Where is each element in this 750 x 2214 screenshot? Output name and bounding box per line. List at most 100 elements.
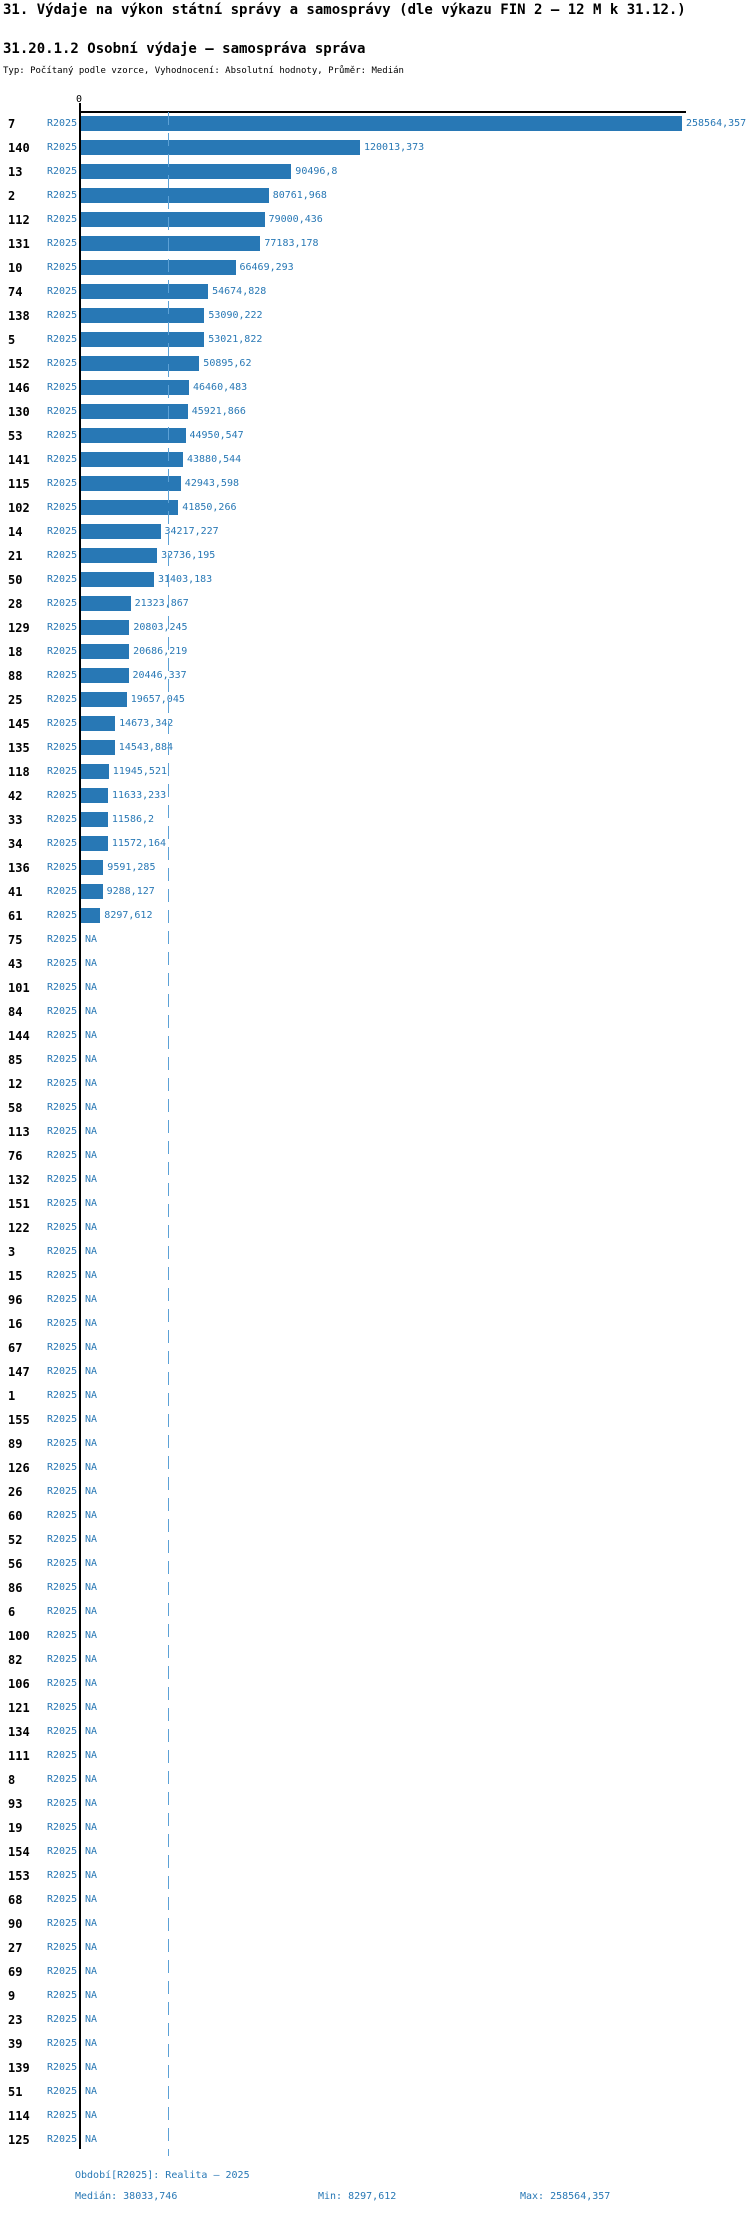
x-axis-line bbox=[79, 111, 686, 113]
row-entity-label: 132 bbox=[8, 1173, 30, 1187]
chart-row: 153 R2025 NA bbox=[0, 1864, 750, 1888]
chart-row: 60 R2025 NA bbox=[0, 1504, 750, 1528]
row-period-label: R2025 bbox=[47, 118, 78, 129]
row-period-label: R2025 bbox=[47, 1246, 78, 1257]
row-entity-label: 125 bbox=[8, 2133, 30, 2147]
row-bar bbox=[81, 452, 183, 467]
row-period-label: R2025 bbox=[47, 574, 78, 585]
chart-row: 118 R2025 11945,521 bbox=[0, 760, 750, 784]
row-entity-label: 114 bbox=[8, 2109, 30, 2123]
row-period-label: R2025 bbox=[47, 1342, 78, 1353]
row-bar bbox=[81, 356, 200, 371]
row-entity-label: 84 bbox=[8, 1005, 23, 1019]
row-entity-label: 74 bbox=[8, 285, 23, 299]
row-period-label: R2025 bbox=[47, 1966, 78, 1977]
row-entity-label: 88 bbox=[8, 669, 23, 683]
row-period-label: R2025 bbox=[47, 526, 78, 537]
row-na-label: NA bbox=[85, 1414, 98, 1425]
chart-row: 3 R2025 NA bbox=[0, 1240, 750, 1264]
row-bar bbox=[81, 236, 261, 251]
chart-row: 19 R2025 NA bbox=[0, 1816, 750, 1840]
row-entity-label: 100 bbox=[8, 1629, 30, 1643]
row-period-label: R2025 bbox=[47, 910, 78, 921]
footer-median-stat: Medián: 38033,746 bbox=[75, 2191, 178, 2202]
row-na-label: NA bbox=[85, 1126, 98, 1137]
row-period-label: R2025 bbox=[47, 262, 78, 273]
row-period-label: R2025 bbox=[47, 886, 78, 897]
row-entity-label: 10 bbox=[8, 261, 23, 275]
chart-row: 154 R2025 NA bbox=[0, 1840, 750, 1864]
chart-row: 138 R2025 53090,222 bbox=[0, 304, 750, 328]
row-entity-label: 26 bbox=[8, 1485, 23, 1499]
row-entity-label: 138 bbox=[8, 309, 30, 323]
row-entity-label: 129 bbox=[8, 621, 30, 635]
chart-row: 68 R2025 NA bbox=[0, 1888, 750, 1912]
row-value-label: 11945,521 bbox=[112, 766, 167, 777]
chart-row: 43 R2025 NA bbox=[0, 952, 750, 976]
chart-row: 132 R2025 NA bbox=[0, 1168, 750, 1192]
row-period-label: R2025 bbox=[47, 2110, 78, 2121]
row-bar bbox=[81, 740, 115, 755]
chart-row: 146 R2025 46460,483 bbox=[0, 376, 750, 400]
chart-row: 42 R2025 11633,233 bbox=[0, 784, 750, 808]
row-period-label: R2025 bbox=[47, 1150, 78, 1161]
chart-row: 129 R2025 20803,245 bbox=[0, 616, 750, 640]
row-period-label: R2025 bbox=[47, 2134, 78, 2145]
row-entity-label: 93 bbox=[8, 1797, 23, 1811]
row-period-label: R2025 bbox=[47, 598, 78, 609]
row-period-label: R2025 bbox=[47, 454, 78, 465]
row-entity-label: 61 bbox=[8, 909, 23, 923]
chart-row: 76 R2025 NA bbox=[0, 1144, 750, 1168]
row-period-label: R2025 bbox=[47, 2086, 78, 2097]
row-value-label: 53021,822 bbox=[208, 334, 263, 345]
row-na-label: NA bbox=[85, 1222, 98, 1233]
row-bar bbox=[81, 836, 108, 851]
row-entity-label: 13 bbox=[8, 165, 23, 179]
row-period-label: R2025 bbox=[47, 862, 78, 873]
row-na-label: NA bbox=[85, 1534, 98, 1545]
chart-row: 18 R2025 20686,219 bbox=[0, 640, 750, 664]
row-bar bbox=[81, 668, 129, 683]
row-bar bbox=[81, 548, 158, 563]
row-period-label: R2025 bbox=[47, 1750, 78, 1761]
chart-row: 50 R2025 31403,183 bbox=[0, 568, 750, 592]
row-na-label: NA bbox=[85, 958, 98, 969]
footer-max-stat: Max: 258564,357 bbox=[520, 2191, 611, 2202]
row-entity-label: 21 bbox=[8, 549, 23, 563]
chart-row: 131 R2025 77183,178 bbox=[0, 232, 750, 256]
row-entity-label: 14 bbox=[8, 525, 23, 539]
row-value-label: 9591,285 bbox=[107, 862, 156, 873]
row-entity-label: 19 bbox=[8, 1821, 23, 1835]
row-na-label: NA bbox=[85, 1942, 98, 1953]
row-entity-label: 5 bbox=[8, 333, 16, 347]
row-period-label: R2025 bbox=[47, 238, 78, 249]
row-na-label: NA bbox=[85, 1654, 98, 1665]
row-entity-label: 41 bbox=[8, 885, 23, 899]
row-entity-label: 75 bbox=[8, 933, 23, 947]
chart-row: 112 R2025 79000,436 bbox=[0, 208, 750, 232]
row-entity-label: 25 bbox=[8, 693, 23, 707]
row-entity-label: 86 bbox=[8, 1581, 23, 1595]
row-entity-label: 122 bbox=[8, 1221, 30, 1235]
chart-row: 16 R2025 NA bbox=[0, 1312, 750, 1336]
row-bar bbox=[81, 116, 682, 131]
row-entity-label: 145 bbox=[8, 717, 30, 731]
row-value-label: 80761,968 bbox=[272, 190, 327, 201]
row-na-label: NA bbox=[85, 1054, 98, 1065]
row-period-label: R2025 bbox=[47, 2014, 78, 2025]
row-period-label: R2025 bbox=[47, 382, 78, 393]
row-period-label: R2025 bbox=[47, 334, 78, 345]
row-period-label: R2025 bbox=[47, 1798, 78, 1809]
row-bar bbox=[81, 716, 116, 731]
row-entity-label: 111 bbox=[8, 1749, 30, 1763]
row-period-label: R2025 bbox=[47, 1606, 78, 1617]
row-entity-label: 39 bbox=[8, 2037, 23, 2051]
row-entity-label: 28 bbox=[8, 597, 23, 611]
row-value-label: 41850,266 bbox=[182, 502, 237, 513]
row-entity-label: 18 bbox=[8, 645, 23, 659]
chart-row: 5 R2025 53021,822 bbox=[0, 328, 750, 352]
row-entity-label: 101 bbox=[8, 981, 30, 995]
row-period-label: R2025 bbox=[47, 670, 78, 681]
row-entity-label: 34 bbox=[8, 837, 23, 851]
